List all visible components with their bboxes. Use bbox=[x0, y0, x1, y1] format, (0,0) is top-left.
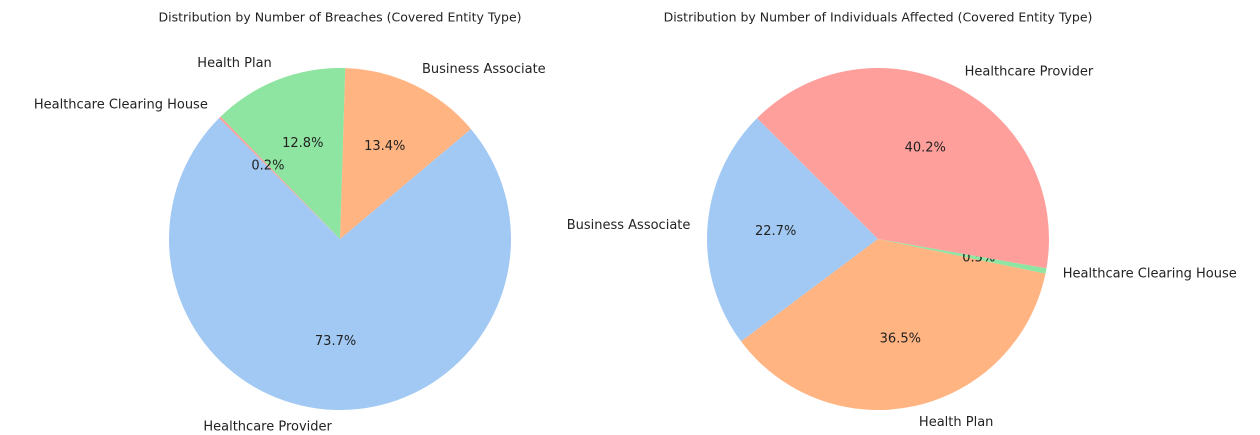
chart-title: Distribution by Number of Breaches (Cove… bbox=[158, 10, 521, 25]
value-label: 73.7% bbox=[315, 334, 356, 349]
value-label: 13.4% bbox=[364, 139, 405, 154]
category-label: Business Associate bbox=[567, 218, 691, 233]
value-label: 36.5% bbox=[880, 332, 921, 347]
pie-wedge bbox=[220, 68, 346, 240]
value-label: 12.8% bbox=[282, 136, 323, 151]
category-label: Health Plan bbox=[197, 56, 271, 71]
category-label: Business Associate bbox=[422, 62, 546, 77]
category-label: Healthcare Provider bbox=[965, 65, 1094, 80]
chart-title: Distribution by Number of Individuals Af… bbox=[664, 10, 1093, 25]
value-label: 0.2% bbox=[251, 158, 284, 173]
pie-wedge bbox=[741, 239, 1046, 411]
pie-wedge bbox=[219, 116, 340, 239]
pie-wedge bbox=[340, 68, 471, 240]
pie-wedge bbox=[757, 67, 1050, 269]
value-label: 22.7% bbox=[755, 224, 796, 239]
category-label: Healthcare Provider bbox=[203, 419, 332, 434]
pie-wedge bbox=[169, 118, 511, 410]
pie-wedge bbox=[878, 239, 1047, 274]
category-label: Healthcare Clearing House bbox=[1063, 267, 1237, 282]
pie-wedge bbox=[707, 118, 878, 342]
category-label: Health Plan bbox=[919, 415, 993, 430]
value-label: 40.2% bbox=[905, 140, 946, 155]
category-label: Healthcare Clearing House bbox=[34, 98, 208, 113]
